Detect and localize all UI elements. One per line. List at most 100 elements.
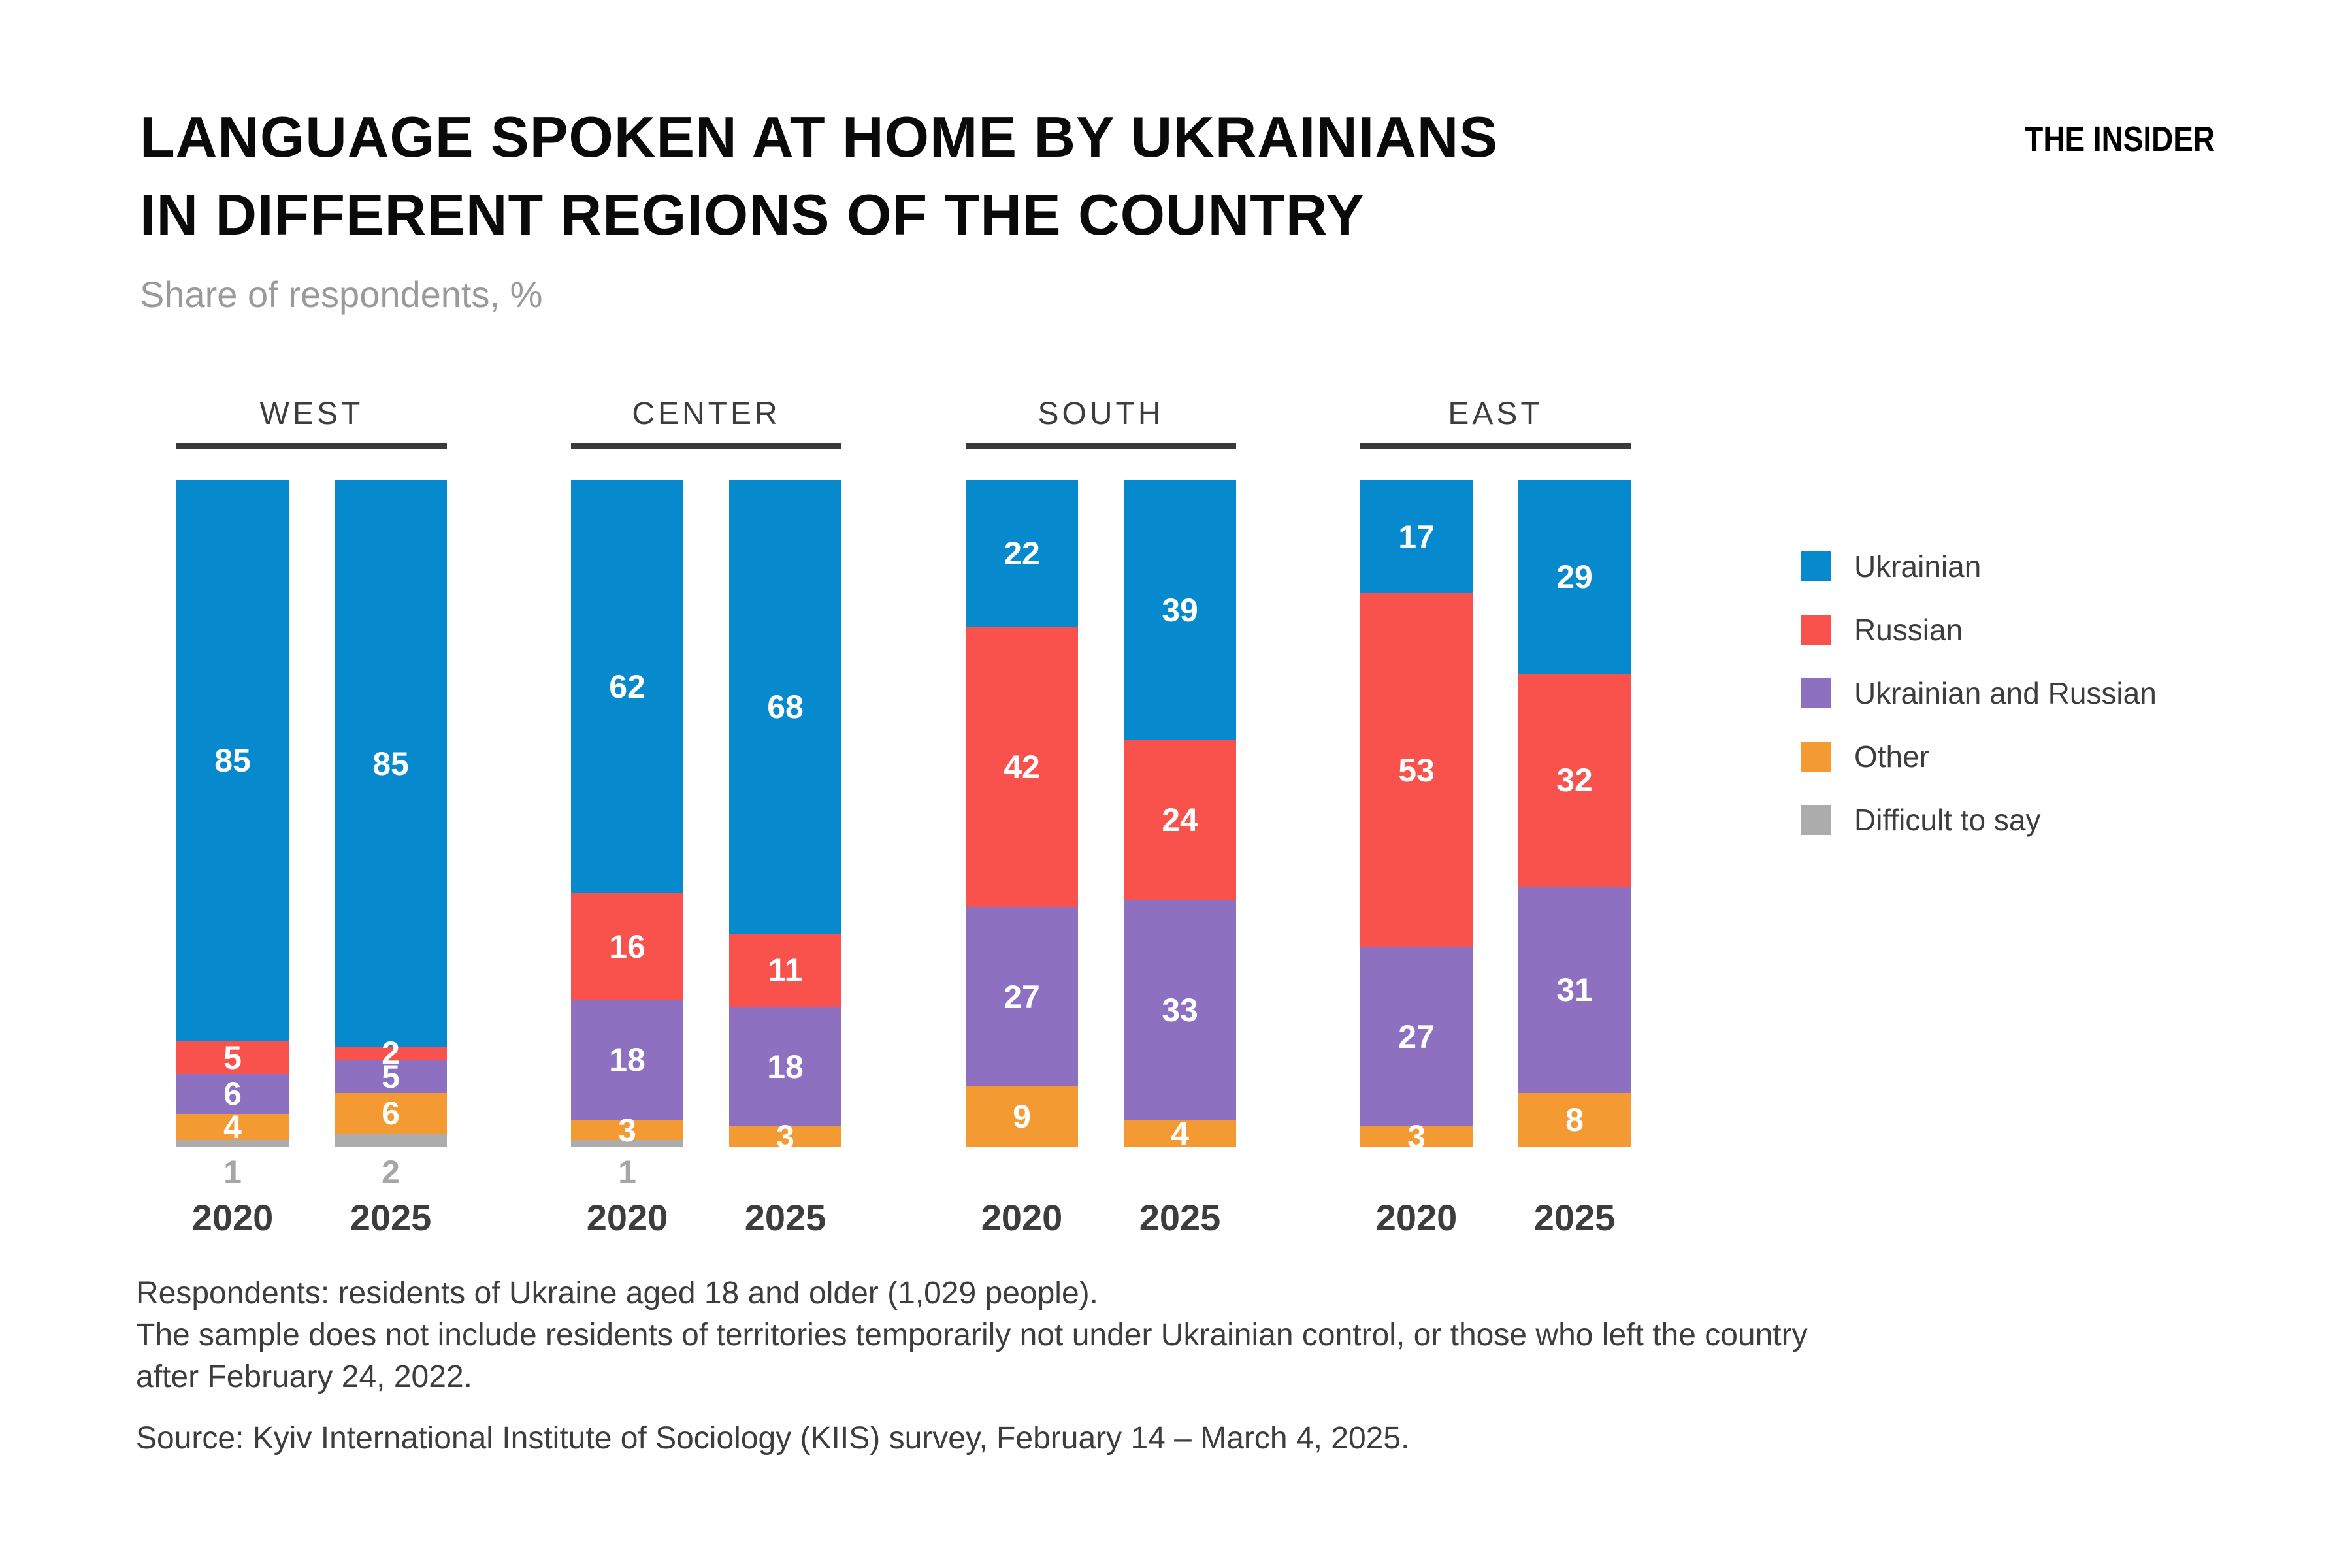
region-title: CENTER: [632, 397, 781, 431]
bar-segment-difficult-to-say: [335, 1133, 447, 1147]
bar-center-2020: 62 16 18 3 1: [571, 480, 683, 1188]
difficult-to-say-value-label: 1: [223, 1154, 242, 1190]
segment-value-label: 27: [1398, 1018, 1435, 1055]
year-label: 2020: [191, 1197, 274, 1238]
region-group-west: WEST 85 5 6 4 1 85 2 5 6 2 2020 2025: [176, 395, 447, 1239]
segment-value-label: 18: [767, 1048, 804, 1085]
bar-segment-russian: 11: [729, 933, 841, 1007]
bar-segment-other: 4: [176, 1108, 289, 1145]
page-title-line-2: IN DIFFERENT REGIONS OF THE COUNTRY: [140, 182, 1365, 247]
segment-value-label: 24: [1162, 802, 1198, 839]
region-title: SOUTH: [1037, 397, 1164, 431]
footnote-line: The sample does not include residents of…: [136, 1318, 1808, 1352]
legend-swatch-ukrainian: [1801, 551, 1831, 581]
segment-value-label: 4: [1171, 1115, 1189, 1152]
legend-swatch-other: [1801, 742, 1831, 772]
page-title: LANGUAGE SPOKEN AT HOME BY UKRAINIANS IN…: [140, 98, 1498, 253]
segment-value-label: 9: [1013, 1098, 1031, 1135]
subtitle: Share of respondents, %: [140, 274, 543, 315]
years-row: 2020 2025: [966, 1196, 1236, 1239]
region-group-south: SOUTH 22 42 27 9 39 24 33 4 2020 2025: [966, 395, 1236, 1239]
legend-item-difficult-to-say: Difficult to say: [1801, 803, 2157, 837]
legend-swatch-difficult-to-say: [1801, 805, 1831, 835]
region-underline: [176, 443, 447, 449]
legend-item-ukrainian-and-russian: Ukrainian and Russian: [1801, 676, 2157, 710]
region-group-east: EAST 17 53 27 3 29 32 31 8 2020 2025: [1360, 395, 1631, 1239]
source-note: Source: Kyiv International Institute of …: [136, 1421, 1410, 1456]
segment-value-label: 6: [223, 1075, 242, 1113]
bar-segment-ukrainian: 39: [1124, 480, 1236, 740]
region-underline: [966, 443, 1236, 449]
bar-segment-russian: 32: [1518, 673, 1631, 887]
segment-value-label: 4: [223, 1108, 242, 1145]
legend-item-other: Other: [1801, 740, 2157, 774]
bar-west-2025: 85 2 5 6 2: [335, 480, 447, 1188]
segment-value-label: 29: [1556, 558, 1593, 595]
bars-row: 22 42 27 9 39 24 33 4: [966, 480, 1236, 1152]
bar-segment-ukrainian-and-russian: 6: [176, 1073, 289, 1114]
segment-value-label: 11: [768, 951, 803, 988]
years-row: 2020 2025: [1360, 1196, 1631, 1239]
segment-value-label: 16: [609, 928, 645, 965]
bar-segment-russian: 42: [966, 627, 1078, 907]
bar-segment-other: 4: [1124, 1115, 1236, 1152]
region-underline: [571, 443, 841, 449]
stacked-bar-chart: WEST 85 5 6 4 1 85 2 5 6 2 2020 2025 CENTER 62 16 18 3 1 68…: [176, 395, 1631, 1239]
region-group-center: CENTER 62 16 18 3 1 68 11 18 3 2020 2025: [571, 395, 841, 1239]
bar-segment-ukrainian-and-russian: 31: [1518, 887, 1631, 1094]
footnote-line: Respondents: residents of Ukraine aged 1…: [136, 1276, 1098, 1311]
bar-segment-ukrainian-and-russian: 5: [335, 1058, 447, 1095]
segment-value-label: 18: [609, 1041, 645, 1079]
legend-label: Ukrainian and Russian: [1854, 676, 2157, 710]
bar-segment-other: 3: [1360, 1120, 1473, 1153]
region-underline: [1360, 443, 1631, 449]
page-title-line-1: LANGUAGE SPOKEN AT HOME BY UKRAINIANS: [140, 105, 1499, 169]
bar-segment-russian: 24: [1124, 740, 1236, 900]
bar-segment-ukrainian: 62: [571, 480, 683, 894]
legend-label: Difficult to say: [1854, 803, 2041, 837]
bar-center-2025: 68 11 18 3: [729, 480, 841, 1153]
segment-value-label: 33: [1162, 991, 1198, 1028]
legend-label: Russian: [1854, 613, 1963, 647]
bar-segment-ukrainian-and-russian: 18: [729, 1006, 841, 1127]
legend: Ukrainian Russian Ukrainian and Russian …: [1801, 549, 2157, 868]
segment-value-label: 6: [382, 1095, 400, 1132]
segment-value-label: 5: [382, 1058, 400, 1095]
bar-segment-ukrainian: 29: [1518, 480, 1631, 674]
bar-segment-ukrainian-and-russian: 18: [571, 1000, 683, 1120]
bar-segment-ukrainian: 22: [966, 480, 1078, 627]
segment-value-label: 85: [214, 742, 251, 779]
segment-value-label: 42: [1004, 748, 1040, 785]
legend-item-russian: Russian: [1801, 613, 2157, 647]
bar-south-2025: 39 24 33 4: [1124, 480, 1236, 1152]
bar-segment-ukrainian: 17: [1360, 480, 1473, 594]
year-label: 2020: [586, 1197, 668, 1238]
segment-value-label: 68: [767, 688, 804, 725]
legend-swatch-russian: [1801, 615, 1831, 645]
segment-value-label: 32: [1556, 762, 1593, 798]
legend-item-ukrainian: Ukrainian: [1801, 549, 2157, 583]
segment-value-label: 39: [1162, 591, 1198, 629]
segment-value-label: 62: [609, 668, 645, 706]
legend-swatch-ukrainian-and-russian: [1801, 678, 1831, 708]
bar-south-2020: 22 42 27 9: [966, 480, 1078, 1147]
year-label: 2020: [1375, 1197, 1458, 1238]
year-label: 2025: [350, 1197, 432, 1238]
bar-segment-ukrainian: 68: [729, 480, 841, 934]
bars-row: 62 16 18 3 1 68 11 18 3: [571, 480, 841, 1188]
bar-segment-ukrainian-and-russian: 33: [1124, 900, 1236, 1120]
bars-row: 17 53 27 3 29 32 31 8: [1360, 480, 1631, 1153]
years-row: 2020 2025: [176, 1196, 447, 1239]
year-label: 2020: [981, 1197, 1063, 1238]
bars-row: 85 5 6 4 1 85 2 5 6 2: [176, 480, 447, 1188]
years-row: 2020 2025: [571, 1196, 841, 1239]
segment-value-label: 22: [1004, 535, 1040, 572]
bar-segment-difficult-to-say: [176, 1139, 289, 1147]
year-label: 2025: [1533, 1197, 1616, 1238]
bar-east-2025: 29 32 31 8: [1518, 480, 1631, 1147]
bar-segment-other: 3: [729, 1120, 841, 1153]
footnotes: Respondents: residents of Ukraine aged 1…: [136, 1273, 1808, 1460]
bar-segment-other: 6: [335, 1093, 447, 1134]
bar-segment-difficult-to-say: [571, 1139, 683, 1147]
segment-value-label: 17: [1398, 518, 1435, 555]
